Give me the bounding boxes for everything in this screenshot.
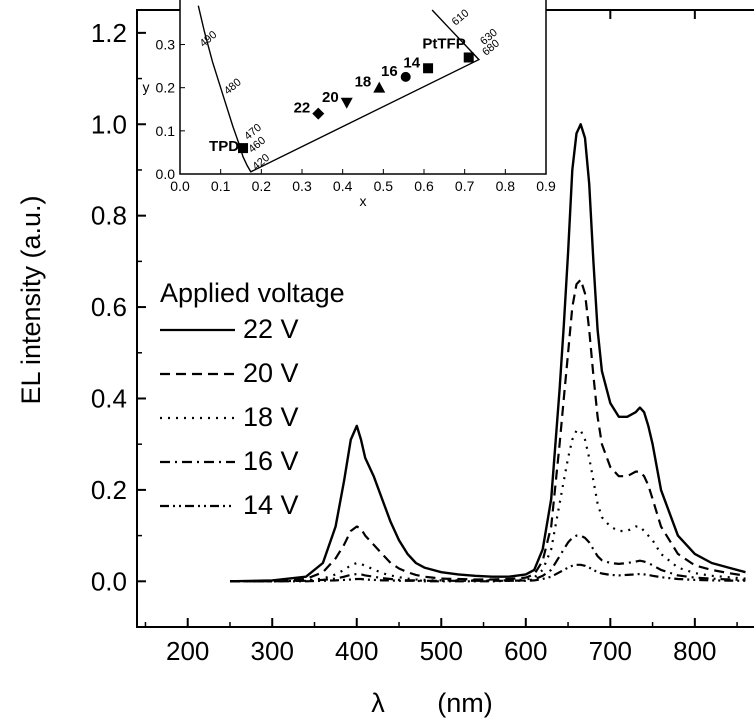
series-line-16v (230, 534, 746, 583)
inset-x-tick-label: 0.3 (292, 178, 312, 194)
x-axis-symbol: λ (371, 688, 385, 718)
x-tick-label: 800 (673, 636, 716, 666)
x-tick-label: 600 (504, 636, 547, 666)
x-tick-label: 200 (166, 636, 209, 666)
main-tick-labels: 200 300 400 500 600 700 800 0.0 0.2 0.4 0.6 0.8 1.0 1… (91, 18, 717, 666)
inset-x-tick-label: 0.1 (211, 178, 231, 194)
y-tick-label: 0.8 (91, 201, 127, 231)
legend-title: Applied voltage (160, 278, 345, 308)
cie-point-diamond (312, 107, 325, 120)
inset-x-axis-title: x (360, 193, 367, 209)
cie-point-label: 16 (381, 63, 398, 80)
x-tick-label: 700 (589, 636, 632, 666)
legend-label: 20 V (243, 358, 299, 388)
cie-point-triangle-up (373, 81, 386, 93)
inset-tick-labels: 0.0 0.1 0.2 0.3 0.4 0.5 0.6 0.7 0.8 0.9 0.0 0.1 0.2 0… (156, 37, 556, 194)
inset-y-tick-label: 0.3 (156, 37, 176, 53)
cie-point-square (238, 143, 249, 154)
inset-x-tick-label: 0.2 (252, 178, 272, 194)
inset-axis-ticks (179, 44, 547, 175)
x-tick-label: 500 (420, 636, 463, 666)
inset-x-tick-label: 0.9 (536, 178, 556, 194)
y-tick-label: 1.2 (91, 18, 127, 48)
series-line-20v (230, 278, 746, 583)
inset-spectral-locus (197, 5, 481, 173)
y-axis-title: EL intensity (a.u.) (16, 195, 46, 404)
legend: Applied voltage 22 V 20 V 18 V 16 V 14 V (160, 278, 345, 520)
cie-point-label: 18 (355, 74, 372, 91)
main-series-lines (229, 123, 746, 583)
main-axis-ticks (137, 10, 738, 628)
inset-x-tick-label: 0.4 (333, 178, 353, 194)
cie-point-label: 20 (322, 89, 339, 106)
x-axis-unit: (nm) (437, 688, 493, 718)
y-tick-label: 0.0 (91, 566, 127, 596)
y-tick-label: 0.4 (91, 383, 127, 413)
cie-point-triangle-down (340, 97, 353, 109)
cie-point-label: 14 (403, 54, 420, 71)
inset-x-tick-label: 0.6 (414, 178, 434, 194)
series-line-14v (230, 563, 746, 583)
inset-x-tick-label: 0.8 (496, 178, 516, 194)
legend-label: 18 V (243, 402, 299, 432)
inset-x-tick-label: 0.5 (374, 178, 394, 194)
cie-point-square (423, 63, 434, 74)
cie-point-square (463, 52, 474, 63)
main-plot: 200 300 400 500 600 700 800 0.0 0.2 0.4 0.6 0.8 1.0 1… (16, 9, 754, 718)
cie-point-label: PtTFP (422, 35, 465, 52)
legend-label: 16 V (243, 446, 299, 476)
inset-x-tick-label: 0.7 (455, 178, 475, 194)
series-line-18v (230, 429, 746, 583)
cie-point-circle (400, 71, 411, 82)
legend-label: 14 V (243, 490, 299, 520)
legend-label: 22 V (243, 314, 299, 344)
x-tick-label: 400 (335, 636, 378, 666)
inset-y-tick-label: 0.1 (156, 123, 176, 139)
x-tick-label: 300 (251, 636, 294, 666)
y-tick-label: 0.6 (91, 292, 127, 322)
series-line-22v (229, 123, 746, 583)
inset-y-tick-label: 0.2 (156, 80, 176, 96)
cie-point-label: TPD (209, 138, 239, 155)
y-tick-label: 0.2 (91, 475, 127, 505)
inset-y-axis-title: y (143, 79, 150, 95)
inset-plot: 0.0 0.1 0.2 0.3 0.4 0.5 0.6 0.7 0.8 0.9 0.0 0.1 0.2 0… (143, 0, 556, 209)
inset-y-tick-label: 0.0 (156, 166, 176, 182)
spectral-locus-line (197, 5, 481, 173)
cie-point-label: 22 (294, 100, 311, 117)
inset-x-tick-label: 0.0 (170, 178, 190, 194)
y-tick-label: 1.0 (91, 109, 127, 139)
